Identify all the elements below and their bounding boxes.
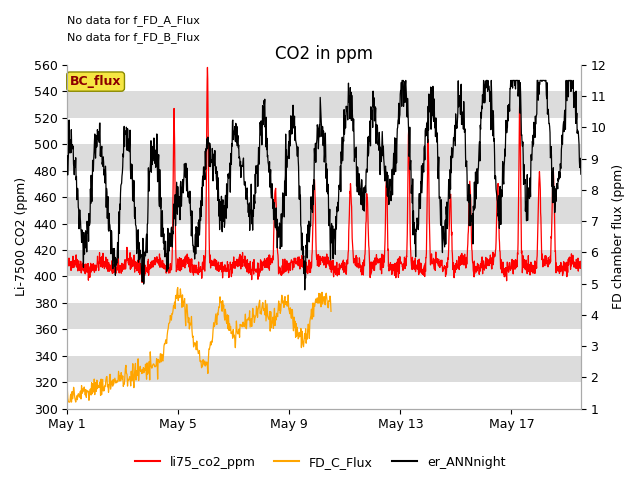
Y-axis label: Li-7500 CO2 (ppm): Li-7500 CO2 (ppm) [15,177,28,296]
Bar [67,250,581,276]
Bar [67,91,581,118]
Text: BC_flux: BC_flux [70,75,122,88]
Bar [67,303,581,329]
Bar [67,329,581,356]
Bar [67,356,581,382]
Bar [67,197,581,224]
Bar [67,118,581,144]
Legend: li75_co2_ppm, FD_C_Flux, er_ANNnight: li75_co2_ppm, FD_C_Flux, er_ANNnight [130,451,510,474]
Y-axis label: FD chamber flux (ppm): FD chamber flux (ppm) [612,164,625,309]
Title: CO2 in ppm: CO2 in ppm [275,45,373,63]
Bar [67,170,581,197]
Text: No data for f_FD_B_Flux: No data for f_FD_B_Flux [67,32,200,43]
Bar [67,224,581,250]
Bar [67,276,581,303]
Text: No data for f_FD_A_Flux: No data for f_FD_A_Flux [67,15,200,26]
Bar [67,382,581,408]
Bar [67,144,581,170]
Bar [67,65,581,91]
